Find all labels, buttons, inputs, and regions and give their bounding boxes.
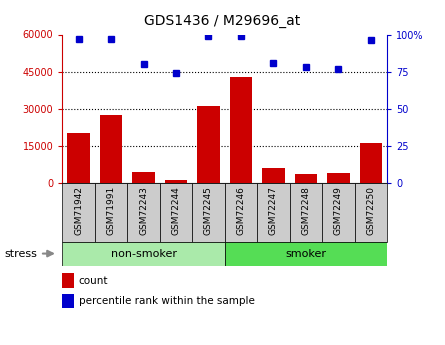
Bar <box>62 273 74 288</box>
Bar <box>62 241 225 266</box>
Text: GSM72243: GSM72243 <box>139 186 148 235</box>
Text: GSM72249: GSM72249 <box>334 186 343 235</box>
Bar <box>225 183 257 242</box>
Text: GSM72250: GSM72250 <box>366 186 376 235</box>
Text: GSM71942: GSM71942 <box>74 186 83 235</box>
Text: GSM72246: GSM72246 <box>236 186 246 235</box>
Text: GSM72248: GSM72248 <box>301 186 311 235</box>
Bar <box>257 183 290 242</box>
Text: percentile rank within the sample: percentile rank within the sample <box>79 296 255 306</box>
Bar <box>197 106 220 183</box>
Bar <box>95 183 127 242</box>
Bar <box>290 183 322 242</box>
Bar <box>230 77 252 183</box>
Bar <box>262 168 285 183</box>
Text: GSM72245: GSM72245 <box>204 186 213 235</box>
Bar <box>225 241 387 266</box>
Bar <box>62 294 74 308</box>
Bar <box>192 183 225 242</box>
Text: GSM72244: GSM72244 <box>171 186 181 235</box>
Bar <box>295 174 317 183</box>
Text: non-smoker: non-smoker <box>110 249 177 258</box>
Bar <box>100 115 122 183</box>
Text: GSM71991: GSM71991 <box>106 186 116 235</box>
Text: stress: stress <box>4 249 37 258</box>
Bar <box>132 172 155 183</box>
Bar <box>165 180 187 183</box>
Text: count: count <box>79 276 108 286</box>
Bar <box>355 183 387 242</box>
Bar <box>327 174 350 183</box>
Bar <box>67 134 90 183</box>
Text: smoker: smoker <box>285 249 327 258</box>
Bar <box>160 183 192 242</box>
Text: GDS1436 / M29696_at: GDS1436 / M29696_at <box>144 14 301 28</box>
Text: GSM72247: GSM72247 <box>269 186 278 235</box>
Bar <box>62 183 95 242</box>
Bar <box>322 183 355 242</box>
Bar <box>360 143 382 183</box>
Bar <box>127 183 160 242</box>
